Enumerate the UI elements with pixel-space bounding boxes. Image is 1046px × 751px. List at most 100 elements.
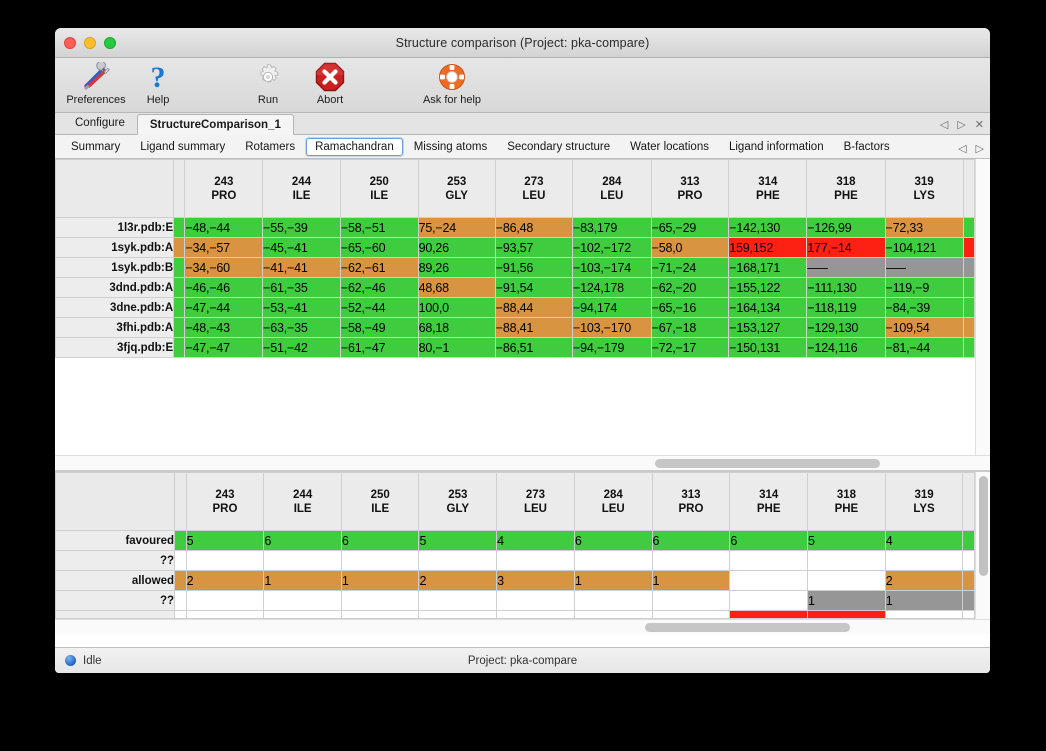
- data-cell[interactable]: −62,−46: [339, 277, 419, 298]
- tab-missing-atoms[interactable]: Missing atoms: [413, 140, 488, 153]
- data-cell[interactable]: −164,134: [728, 297, 808, 318]
- zoom-window-button[interactable]: [104, 37, 116, 49]
- data-cell[interactable]: −55,−39: [262, 217, 341, 238]
- data-cell[interactable]: [573, 550, 653, 571]
- table-row[interactable]: 3dne.pdb:A −47,−44 −53,−41 −52,−44 100,0 −88,…: [55, 297, 975, 318]
- data-cell[interactable]: −129,130: [806, 317, 886, 338]
- doc-tab-prev-icon[interactable]: ◁: [939, 119, 949, 131]
- data-cell[interactable]: −153,127: [728, 317, 808, 338]
- close-window-button[interactable]: [64, 37, 76, 49]
- data-cell[interactable]: [263, 550, 342, 571]
- data-cell[interactable]: [340, 590, 420, 611]
- data-cell[interactable]: −47,−47: [184, 337, 264, 358]
- data-cell[interactable]: [496, 590, 575, 611]
- data-cell[interactable]: [807, 550, 886, 571]
- data-cell[interactable]: −93,57: [494, 237, 574, 258]
- data-cell[interactable]: −48,−43: [184, 317, 264, 338]
- data-cell[interactable]: −124,116: [806, 337, 886, 358]
- data-cell[interactable]: 6: [263, 530, 342, 551]
- preferences-button[interactable]: Preferences: [65, 58, 127, 110]
- data-cell[interactable]: −72,−17: [650, 337, 730, 358]
- data-cell[interactable]: 89,26: [417, 257, 496, 278]
- table-row[interactable]: 1l3r.pdb:E −48,−44 −55,−39 −58,−51 75,−24 −86…: [55, 217, 975, 238]
- data-cell[interactable]: 2: [884, 570, 964, 591]
- data-cell[interactable]: [651, 590, 731, 611]
- data-cell[interactable]: −124,178: [572, 277, 652, 298]
- data-cell[interactable]: 75,−24: [417, 217, 496, 238]
- tab-water-locations[interactable]: Water locations: [630, 140, 709, 153]
- column-header-319-lys[interactable]: 319 LYS: [884, 159, 964, 218]
- data-cell[interactable]: −103,−170: [572, 317, 652, 338]
- table-row[interactable]: 3dnd.pdb:A −46,−46 −61,−35 −62,−46 48,68 −91,…: [55, 277, 975, 298]
- data-cell[interactable]: −84,−39: [884, 297, 964, 318]
- column-header-313-pro[interactable]: 313 PRO: [650, 159, 730, 218]
- data-cell[interactable]: −168,171: [728, 257, 808, 278]
- data-cell[interactable]: −111,130: [806, 277, 886, 298]
- column-header-284-leu[interactable]: 284 LEU: [572, 159, 652, 218]
- data-cell[interactable]: 5: [807, 530, 886, 551]
- help-button[interactable]: ? Help: [127, 58, 189, 110]
- data-cell[interactable]: 159,152: [728, 237, 808, 258]
- data-cell[interactable]: 1: [884, 590, 964, 611]
- data-cell[interactable]: −102,−172: [572, 237, 652, 258]
- tab-secondary-structure[interactable]: Secondary structure: [507, 140, 611, 153]
- tab-ligand-information[interactable]: Ligand information: [728, 140, 824, 153]
- column-header-318-phe[interactable]: 318 PHE: [807, 472, 886, 531]
- data-cell[interactable]: −48,−44: [184, 217, 264, 238]
- data-cell[interactable]: −86,48: [494, 217, 574, 238]
- data-cell[interactable]: −46,−46: [184, 277, 264, 298]
- data-cell[interactable]: −62,−61: [339, 257, 419, 278]
- data-cell[interactable]: ‒‒‒: [806, 257, 886, 278]
- data-cell[interactable]: −41,−41: [262, 257, 341, 278]
- column-header-319-lys[interactable]: 319 LYS: [884, 472, 964, 531]
- data-cell[interactable]: −45,−41: [262, 237, 341, 258]
- data-cell[interactable]: 1: [651, 570, 731, 591]
- data-cell[interactable]: −61,−47: [339, 337, 419, 358]
- column-header-253-gly[interactable]: 253 GLY: [418, 472, 498, 531]
- data-cell[interactable]: [884, 550, 964, 571]
- data-cell[interactable]: [573, 610, 653, 619]
- data-cell[interactable]: [573, 590, 653, 611]
- section-tab-next-icon[interactable]: ▷: [975, 143, 984, 155]
- data-cell[interactable]: [340, 610, 420, 619]
- data-cell[interactable]: −103,−174: [572, 257, 652, 278]
- column-header-243-pro[interactable]: 243 PRO: [185, 472, 265, 531]
- data-cell[interactable]: −47,−44: [184, 297, 264, 318]
- data-cell[interactable]: [729, 590, 809, 611]
- data-cell[interactable]: −91,54: [494, 277, 574, 298]
- column-header-243-pro[interactable]: 243 PRO: [184, 159, 264, 218]
- table-row[interactable]: ??: [55, 550, 975, 571]
- data-cell[interactable]: [185, 610, 265, 619]
- abort-button[interactable]: Abort: [299, 58, 361, 110]
- data-cell[interactable]: [884, 610, 964, 619]
- counts-hscrollbar[interactable]: [55, 619, 990, 634]
- column-header-273-leu[interactable]: 273 LEU: [496, 472, 575, 531]
- column-header-313-pro[interactable]: 313 PRO: [651, 472, 731, 531]
- data-cell[interactable]: [807, 570, 886, 591]
- data-cell[interactable]: −63,−35: [262, 317, 341, 338]
- data-cell[interactable]: −72,33: [884, 217, 964, 238]
- column-header-314-phe[interactable]: 314 PHE: [728, 159, 808, 218]
- doc-tab-close-icon[interactable]: ✕: [974, 119, 984, 131]
- data-cell[interactable]: 90,26: [417, 237, 496, 258]
- angles-vscrollbar[interactable]: [975, 159, 990, 455]
- run-button[interactable]: Run: [237, 58, 299, 110]
- angles-hscrollbar[interactable]: [55, 455, 990, 470]
- data-cell[interactable]: −126,99: [806, 217, 886, 238]
- data-cell[interactable]: −34,−60: [184, 257, 264, 278]
- angles-hscroll-thumb[interactable]: [655, 459, 880, 468]
- data-cell[interactable]: [185, 550, 265, 571]
- doc-tab-next-icon[interactable]: ▷: [957, 119, 966, 131]
- column-header-318-phe[interactable]: 318 PHE: [806, 159, 886, 218]
- data-cell[interactable]: 6: [340, 530, 420, 551]
- table-row[interactable]: 1syk.pdb:B −34,−60 −41,−41 −62,−61 89,26 −91,…: [55, 257, 975, 278]
- column-header-314-phe[interactable]: 314 PHE: [729, 472, 809, 531]
- data-cell[interactable]: [807, 610, 886, 619]
- column-header-250-ile[interactable]: 250 ILE: [339, 159, 419, 218]
- data-cell[interactable]: −118,119: [806, 297, 886, 318]
- data-cell[interactable]: [496, 610, 575, 619]
- data-cell[interactable]: [418, 590, 498, 611]
- data-cell[interactable]: [729, 610, 809, 619]
- column-header-253-gly[interactable]: 253 GLY: [417, 159, 496, 218]
- data-cell[interactable]: [263, 590, 342, 611]
